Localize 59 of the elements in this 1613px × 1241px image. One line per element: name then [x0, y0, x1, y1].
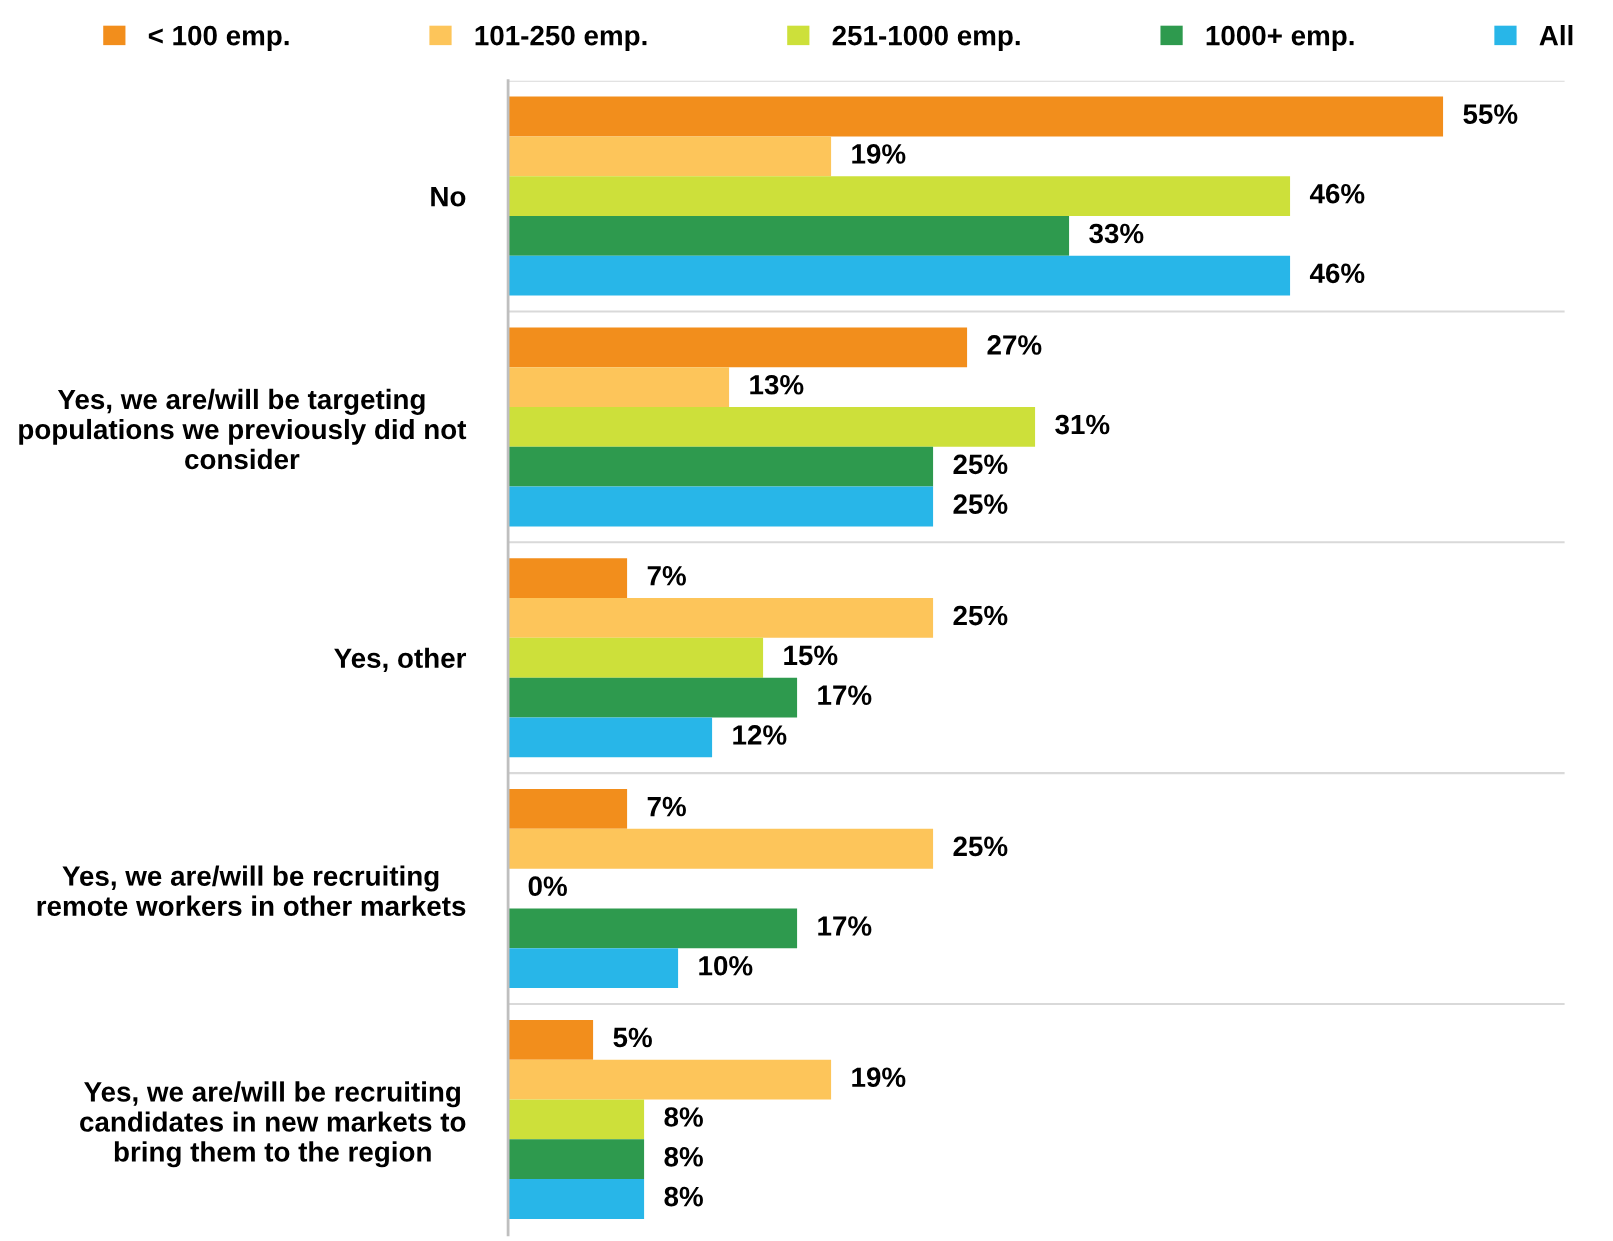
bar: [508, 948, 679, 989]
data-label: 25%: [953, 494, 1008, 514]
bar: [508, 598, 934, 638]
y-tick-label: Yes, we are/will be recruiting remote workers in other markets: [37, 865, 466, 916]
bar: [508, 558, 628, 599]
data-label: 19%: [852, 144, 906, 164]
bar: [508, 1099, 645, 1140]
data-label: 13%: [750, 374, 804, 395]
legend-label: 1000+ emp.: [1206, 25, 1354, 51]
data-label: 31%: [1055, 414, 1110, 435]
bar: [508, 1019, 594, 1060]
data-label: 0%: [528, 876, 567, 897]
data-label: 10%: [699, 955, 753, 976]
data-label: 25%: [953, 605, 1008, 626]
data-label: 27%: [987, 335, 1042, 355]
data-label: 8%: [664, 1146, 703, 1167]
data-label: 7%: [647, 796, 686, 817]
bar: [508, 717, 713, 758]
bar: [508, 789, 628, 829]
y-tick-label: Yes, we are/will be recruiting candidates in new markets to bring them to the region: [80, 1081, 466, 1168]
bar: [508, 677, 798, 718]
legend-label: 251-1000 emp.: [832, 25, 1020, 51]
bar: [508, 828, 934, 869]
data-label: 46%: [1309, 263, 1365, 284]
legend-label: 101-250 emp.: [475, 25, 647, 51]
data-label: 5%: [613, 1027, 652, 1048]
y-tick-label: No: [431, 187, 466, 207]
data-label: 12%: [733, 725, 787, 745]
data-label: 8%: [664, 1186, 703, 1207]
data-label: 46%: [1309, 183, 1365, 204]
bar: [508, 908, 798, 949]
bar: [508, 407, 1036, 447]
bar: [508, 1179, 645, 1219]
y-tick-label: Yes, other: [334, 647, 467, 673]
data-label: 19%: [852, 1067, 906, 1088]
bar: [508, 1059, 832, 1100]
legend-label: < 100 emp.: [148, 25, 289, 51]
bar: [508, 486, 934, 527]
data-label: 15%: [784, 645, 838, 666]
bar: [508, 215, 1070, 256]
bar: [508, 637, 764, 678]
data-label: 25%: [953, 454, 1008, 475]
bar: [508, 136, 832, 177]
data-label: 17%: [818, 685, 872, 705]
legend-label: All: [1539, 25, 1573, 46]
data-label: 8%: [664, 1107, 703, 1127]
bar: [508, 367, 730, 408]
bar: [508, 446, 934, 487]
bar: [508, 96, 1444, 137]
bar: [508, 327, 968, 368]
bar: [508, 255, 1291, 296]
data-label: 7%: [647, 565, 686, 586]
y-tick-label: Yes, we are/will be targeting populations we previously did not consider: [19, 388, 467, 470]
bar: [508, 1139, 645, 1180]
data-label: 55%: [1463, 104, 1518, 124]
data-label: 17%: [818, 916, 872, 936]
data-label: 33%: [1089, 223, 1144, 244]
bar: [508, 176, 1291, 216]
data-label: 25%: [953, 836, 1008, 857]
